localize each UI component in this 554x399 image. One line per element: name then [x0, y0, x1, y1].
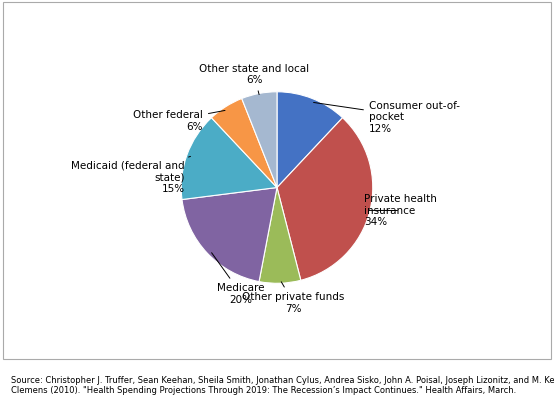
Text: Medicaid (federal and
state)
15%: Medicaid (federal and state) 15%: [71, 156, 191, 194]
Wedge shape: [182, 188, 277, 282]
Wedge shape: [259, 188, 301, 283]
Text: Other state and local
6%: Other state and local 6%: [199, 64, 309, 95]
Text: Other federal
6%: Other federal 6%: [133, 111, 225, 132]
Text: Medicare
20%: Medicare 20%: [212, 253, 265, 305]
Wedge shape: [212, 99, 277, 188]
Wedge shape: [277, 92, 342, 188]
Wedge shape: [181, 118, 277, 200]
Text: Other private funds
7%: Other private funds 7%: [243, 282, 345, 314]
Text: Consumer out-of-
pocket
12%: Consumer out-of- pocket 12%: [314, 101, 460, 134]
Wedge shape: [242, 92, 277, 188]
Text: Source: Christopher J. Truffer, Sean Keehan, Sheila Smith, Jonathan Cylus, Andre: Source: Christopher J. Truffer, Sean Kee…: [11, 375, 554, 395]
Text: Private health
insurance
34%: Private health insurance 34%: [364, 194, 437, 227]
Wedge shape: [277, 118, 373, 280]
